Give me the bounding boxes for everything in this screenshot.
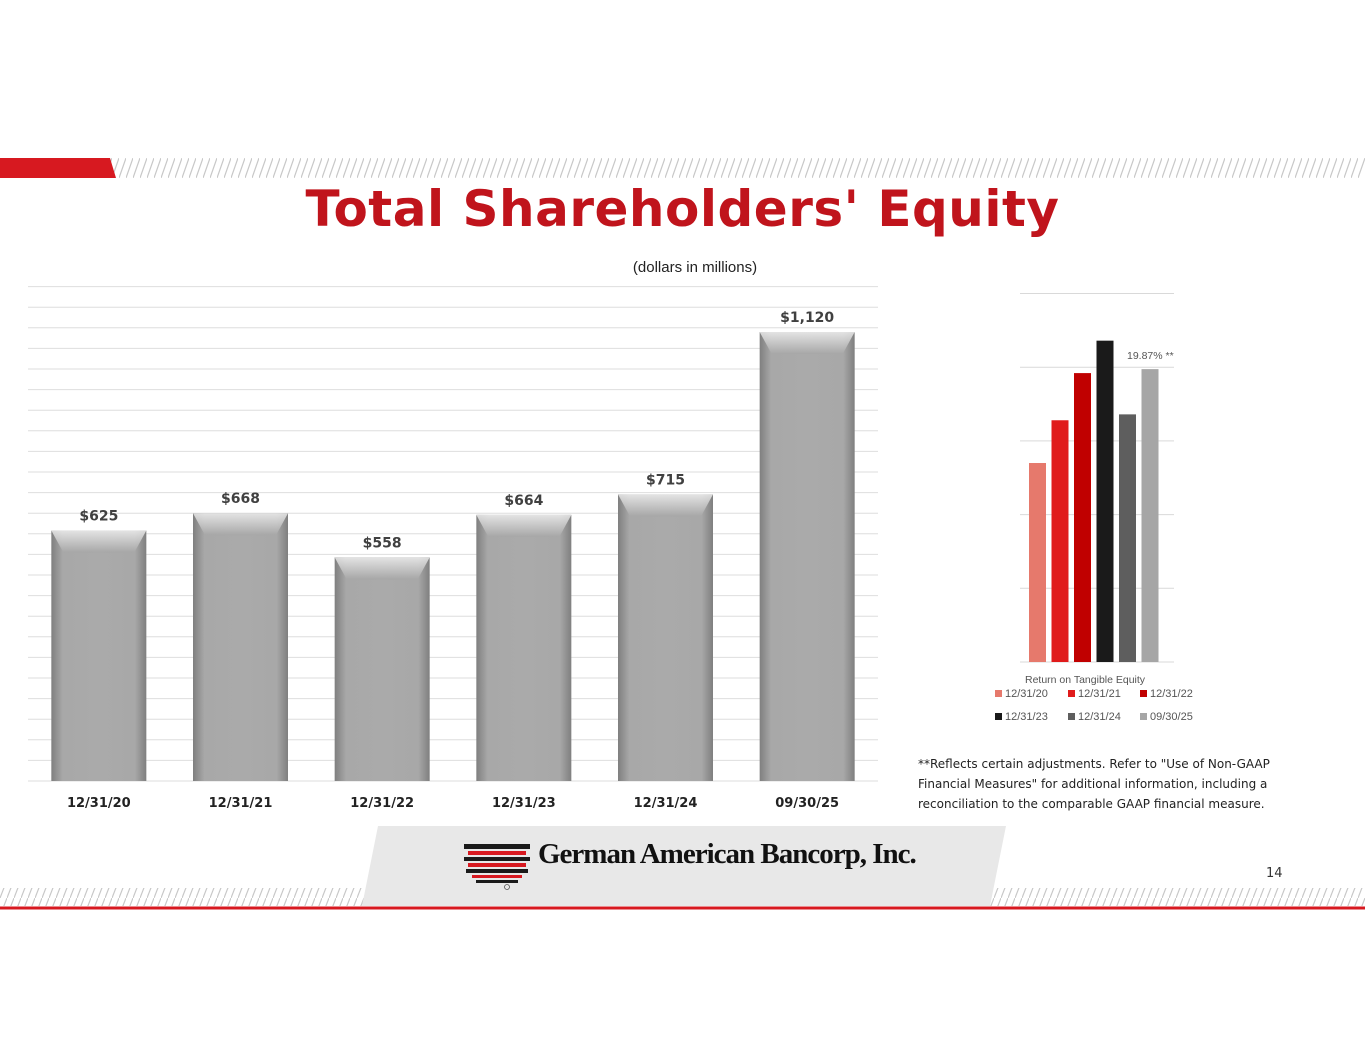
data-label: $558 [363,535,402,551]
rote-bar-12/31/20 [1029,463,1046,662]
return-on-tangible-equity-chart: 19.87% ** Return on Tangible Equity 12/3… [995,293,1193,723]
x-tick-label: 09/30/25 [775,796,839,811]
data-label: $715 [646,472,685,488]
company-logo-icon [464,844,530,890]
legend-swatch [1068,690,1075,697]
footnote: **Reflects certain adjustments. Refer to… [918,757,1270,811]
page-number: 14 [1266,866,1283,881]
bar-bevel [618,494,713,517]
rote-bar-12/31/22 [1074,373,1091,662]
bar-bevel [476,514,572,537]
bar-bevel [193,513,288,536]
top-decorative-band [0,158,1365,178]
bar-bevel [759,332,855,355]
legend-label: 12/31/23 [1005,711,1048,723]
x-tick-label: 12/31/20 [67,796,131,811]
legend-label: 12/31/24 [1078,711,1121,723]
bar-12/31/21 [193,513,288,781]
rote-bar-12/31/23 [1096,340,1114,662]
x-tick-label: 12/31/23 [492,796,556,811]
legend-swatch [995,690,1002,697]
rote-bar-12/31/24 [1119,414,1136,662]
data-label: $668 [221,491,260,507]
legend-label: 12/31/20 [1005,688,1048,700]
bar-12/31/23 [476,514,572,781]
legend-label: 12/31/21 [1078,688,1121,700]
company-name: German American Bancorp, Inc. [538,838,917,870]
legend-swatch [1140,690,1147,697]
bar-12/31/20 [51,530,147,781]
data-label: $664 [504,493,543,509]
legend-swatch [1140,713,1147,720]
red-accent-stripe [0,158,116,178]
bar-12/31/22 [334,557,430,781]
data-label: $1,120 [780,310,834,326]
x-tick-label: 12/31/24 [634,796,698,811]
bar-bevel [334,557,430,580]
legend-label: 09/30/25 [1150,711,1193,723]
rote-bar-12/31/21 [1051,420,1069,662]
bar-09/30/25 [759,332,855,781]
bar-bevel [51,530,147,553]
legend-swatch [1068,713,1075,720]
rote-annotation: 19.87% ** [1127,350,1174,362]
bottom-decorative-band [0,826,1365,910]
rote-bar-09/30/25 [1141,369,1159,662]
legend-label: 12/31/22 [1150,688,1193,700]
chart-subtitle: (dollars in millions) [632,259,758,276]
bar-12/31/24 [618,494,713,781]
legend-swatch [995,713,1002,720]
equity-bar-chart: $625 $668 $558 $664 $715 $1,120 12/31/20 12/31… [28,286,878,811]
x-tick-label: 12/31/21 [209,796,273,811]
rote-axis-label: Return on Tangible Equity [1025,674,1146,686]
x-tick-label: 12/31/22 [350,796,414,811]
slide-title: Total Shareholders' Equity [305,180,1060,238]
data-label: $625 [79,508,118,524]
